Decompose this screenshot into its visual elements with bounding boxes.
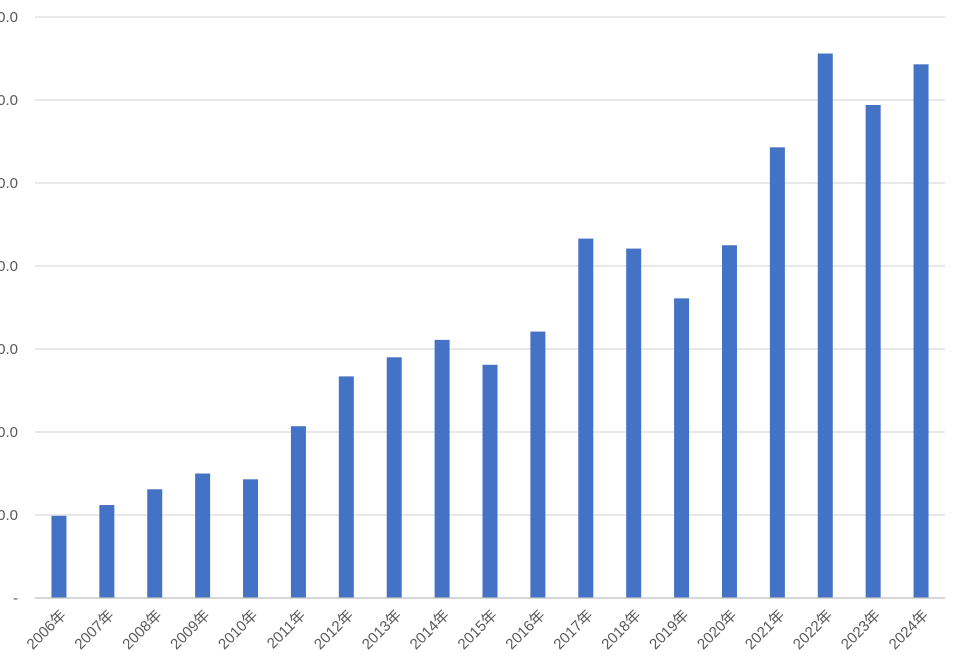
y-tick-label: 60.0 [0, 92, 18, 109]
gridlines [35, 16, 945, 516]
x-tick-label: 2017年 [550, 607, 596, 653]
bar [626, 248, 642, 598]
x-tick-label: 2014年 [407, 607, 453, 653]
bar-series [51, 53, 929, 599]
y-axis-tick-labels: - 10.0 20.0 30.0 40.0 50.0 60.0 70.0 [0, 9, 18, 607]
x-tick-label: 2011年 [264, 607, 309, 652]
y-tick-label: 50.0 [0, 175, 18, 192]
x-tick-label: 2013年 [359, 607, 405, 653]
bar [769, 147, 785, 598]
x-tick-label: 2020年 [694, 607, 740, 653]
y-tick-label: 20.0 [0, 424, 18, 441]
x-tick-label: 2012年 [311, 607, 357, 653]
x-axis-tick-labels: 2006年 2007年 2008年 2009年 2010年 2011年 2012年 2013年… [24, 607, 932, 653]
y-tick-label: 40.0 [0, 258, 18, 275]
y-tick-label: 70.0 [0, 9, 18, 26]
bar [482, 364, 498, 598]
y-tick-label: 10.0 [0, 507, 18, 524]
x-tick-label: 2009年 [167, 607, 213, 653]
x-tick-label: 2018年 [598, 607, 644, 653]
bar [674, 298, 690, 598]
bar [243, 479, 259, 598]
x-tick-label: 2015年 [455, 607, 501, 653]
bar [530, 331, 546, 598]
x-tick-label: 2023年 [838, 607, 884, 653]
x-tick-label: 2008年 [119, 607, 165, 653]
x-tick-label: 2010年 [215, 607, 261, 653]
x-tick-label: 2016年 [502, 607, 548, 653]
bar [99, 505, 115, 598]
x-tick-label: 2006年 [24, 607, 70, 653]
x-tick-label: 2022年 [790, 607, 836, 653]
bar [578, 238, 594, 599]
x-tick-label: 2024年 [886, 607, 932, 653]
bar [865, 104, 881, 598]
bar [290, 426, 306, 598]
y-tick-label: 30.0 [0, 341, 18, 358]
x-tick-label: 2019年 [646, 607, 692, 653]
bar [51, 515, 67, 598]
y-tick-label: - [13, 590, 18, 607]
bar [434, 339, 450, 598]
bar [338, 376, 354, 598]
bar [195, 473, 211, 598]
bar [721, 245, 737, 598]
bar [817, 53, 833, 598]
bar [386, 357, 402, 598]
x-tick-label: 2007年 [71, 607, 117, 653]
bar [913, 64, 929, 598]
x-tick-label: 2021年 [742, 607, 788, 653]
bar [147, 489, 163, 598]
